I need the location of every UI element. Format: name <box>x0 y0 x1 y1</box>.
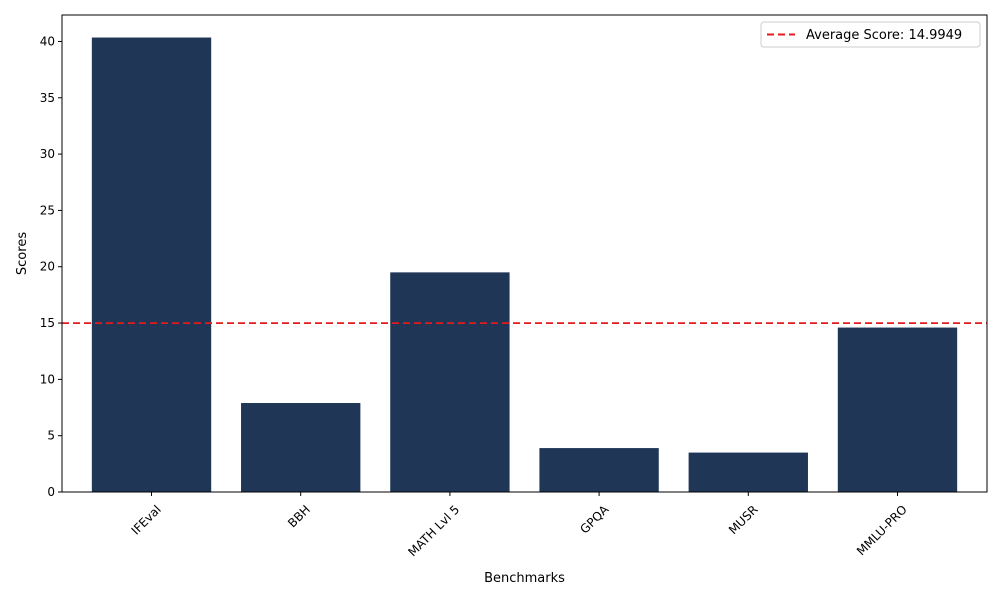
bar-math-lvl-5 <box>390 272 510 492</box>
x-axis-label: Benchmarks <box>484 571 565 586</box>
bars-group <box>91 37 958 493</box>
y-axis-label: Scores <box>15 232 30 275</box>
x-axis-ticks: IFEval BBH MATH Lvl 5 GPQA MUSR MMLU-PRO <box>129 492 910 559</box>
x-tick-label: IFEval <box>129 502 164 537</box>
x-tick-label: MUSR <box>726 502 761 537</box>
y-tick-label: 5 <box>47 429 55 443</box>
bar-ifeval <box>91 37 212 493</box>
x-tick-label: GPQA <box>577 502 612 537</box>
y-axis-ticks: 0 5 10 15 20 25 30 35 40 <box>40 34 62 499</box>
bar-gpqa <box>539 448 659 492</box>
y-tick-label: 30 <box>40 147 55 161</box>
y-tick-label: 35 <box>40 91 55 105</box>
x-tick-label: BBH <box>285 502 313 530</box>
legend-entry-average-score: Average Score: 14.9949 <box>806 28 962 43</box>
y-tick-label: 25 <box>40 203 55 217</box>
y-tick-label: 15 <box>40 316 55 330</box>
y-tick-label: 0 <box>47 485 55 499</box>
plot-frame <box>61 14 988 493</box>
x-tick-label: MMLU-PRO <box>854 502 910 558</box>
legend-box <box>760 21 981 48</box>
bar-bbh <box>241 403 361 492</box>
legend: Average Score: 14.9949 <box>760 21 981 48</box>
y-tick-label: 40 <box>40 34 55 48</box>
bar-mmlu-pro <box>837 327 958 492</box>
bar-musr <box>688 452 808 492</box>
y-tick-label: 10 <box>40 372 55 386</box>
y-tick-label: 20 <box>40 260 55 274</box>
x-tick-label: MATH Lvl 5 <box>405 502 462 559</box>
